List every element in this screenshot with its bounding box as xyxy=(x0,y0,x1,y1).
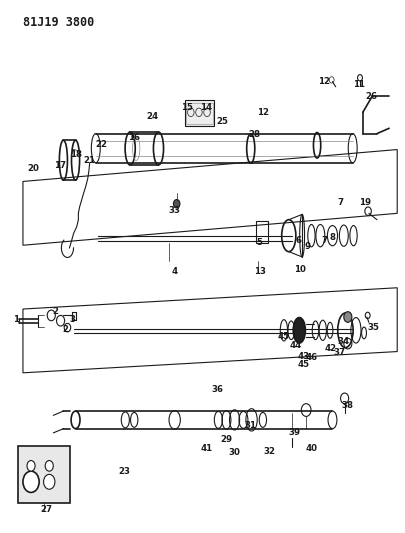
Text: 29: 29 xyxy=(220,435,232,444)
Text: 39: 39 xyxy=(287,428,299,437)
Circle shape xyxy=(45,461,53,471)
Text: 1: 1 xyxy=(13,315,19,324)
Text: 4: 4 xyxy=(171,268,177,276)
Text: 31: 31 xyxy=(244,422,256,431)
Bar xyxy=(18,446,70,503)
Text: 45: 45 xyxy=(296,360,309,369)
Text: 16: 16 xyxy=(128,133,140,142)
Text: 8: 8 xyxy=(329,233,335,242)
Text: 36: 36 xyxy=(211,385,223,394)
Text: 18: 18 xyxy=(69,150,81,159)
Text: 11: 11 xyxy=(352,80,364,89)
Text: 25: 25 xyxy=(216,117,228,126)
Text: 13: 13 xyxy=(253,268,265,276)
Text: 7: 7 xyxy=(337,198,343,207)
Text: 27: 27 xyxy=(40,505,52,514)
Text: 6: 6 xyxy=(294,237,301,246)
Text: 42: 42 xyxy=(324,344,336,353)
Text: 35: 35 xyxy=(366,323,378,332)
Ellipse shape xyxy=(292,318,305,343)
Text: 7: 7 xyxy=(320,237,327,246)
Text: 23: 23 xyxy=(118,467,130,475)
Bar xyxy=(256,221,267,243)
Circle shape xyxy=(27,461,35,471)
Text: 33: 33 xyxy=(168,206,180,215)
Text: 37: 37 xyxy=(333,348,345,357)
Circle shape xyxy=(23,471,39,492)
Text: 9: 9 xyxy=(304,243,310,252)
Text: 14: 14 xyxy=(200,102,212,111)
Text: 21: 21 xyxy=(83,156,95,165)
Text: 32: 32 xyxy=(263,447,275,456)
Text: 44: 44 xyxy=(288,341,301,350)
Text: 5: 5 xyxy=(256,238,262,247)
Text: 2: 2 xyxy=(62,325,68,334)
Text: 12: 12 xyxy=(317,77,329,86)
Text: 34: 34 xyxy=(337,337,349,346)
Text: 22: 22 xyxy=(95,140,107,149)
Text: 17: 17 xyxy=(54,161,66,170)
Text: 15: 15 xyxy=(181,102,192,111)
Text: 41: 41 xyxy=(200,444,213,453)
Circle shape xyxy=(343,312,351,322)
Text: 46: 46 xyxy=(305,353,317,362)
Text: 28: 28 xyxy=(248,130,260,139)
Text: 3: 3 xyxy=(70,315,75,324)
Circle shape xyxy=(43,474,55,489)
Text: 2: 2 xyxy=(52,307,58,316)
Text: 19: 19 xyxy=(358,198,370,207)
Bar xyxy=(184,100,213,126)
Bar xyxy=(185,103,212,124)
Text: 38: 38 xyxy=(341,401,353,410)
Text: 81J19 3800: 81J19 3800 xyxy=(23,15,94,29)
Text: 45: 45 xyxy=(277,332,289,341)
Text: 30: 30 xyxy=(228,448,240,457)
Text: 40: 40 xyxy=(305,444,317,453)
Text: 24: 24 xyxy=(146,112,158,121)
Text: 12: 12 xyxy=(256,108,268,117)
Text: 43: 43 xyxy=(296,352,309,361)
Text: 20: 20 xyxy=(27,164,39,173)
Circle shape xyxy=(173,199,179,208)
Text: 26: 26 xyxy=(364,92,376,101)
Text: 10: 10 xyxy=(294,265,305,273)
